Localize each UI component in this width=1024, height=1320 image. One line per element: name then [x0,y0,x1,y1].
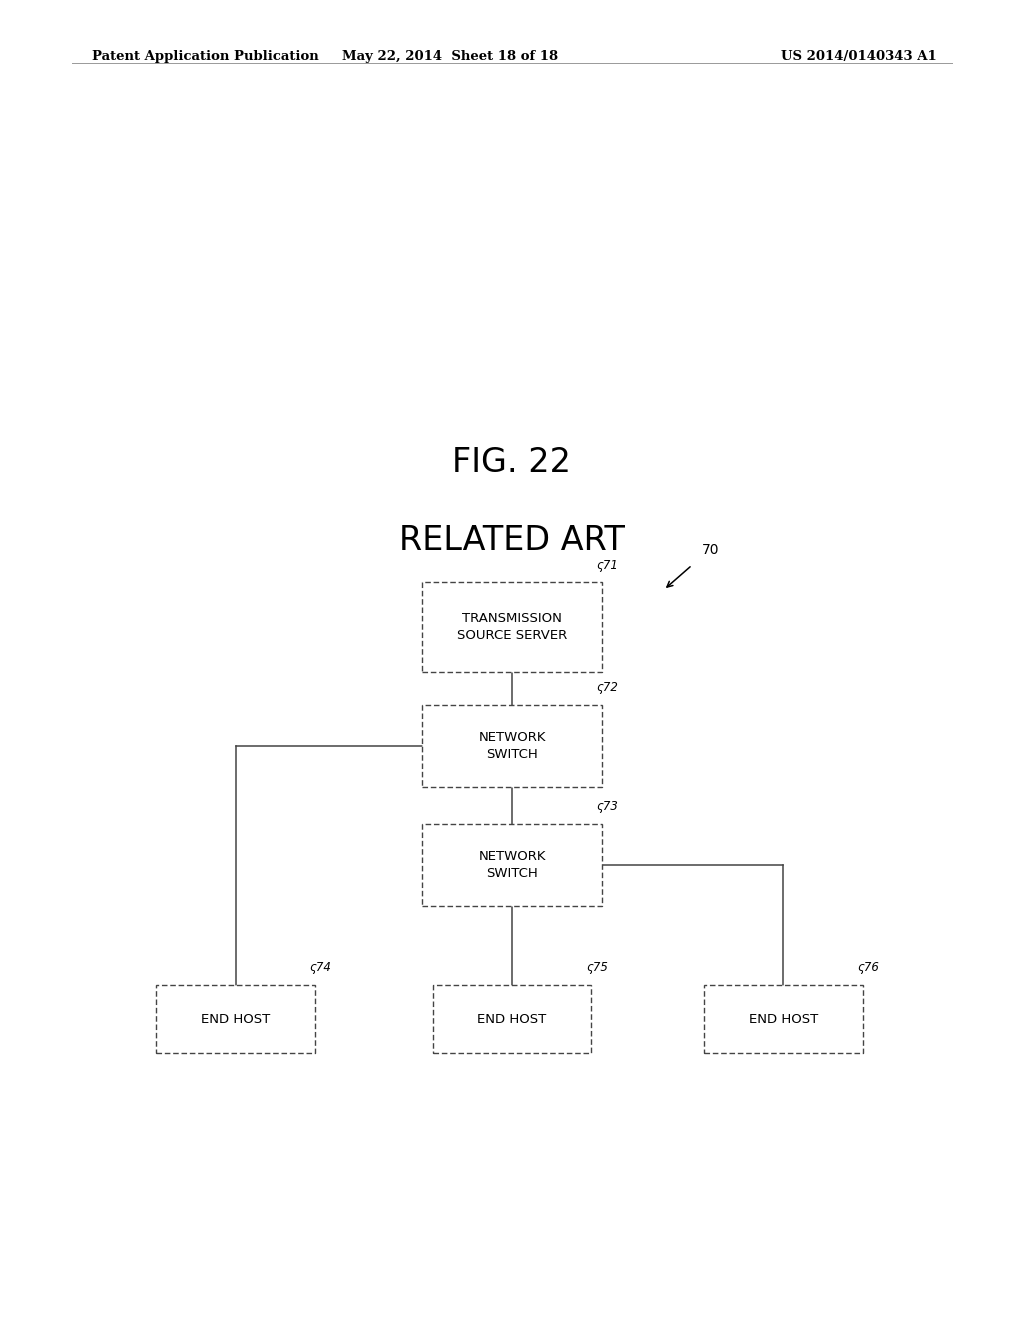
FancyBboxPatch shape [422,582,601,672]
Text: ς72: ς72 [596,681,618,694]
Text: ς73: ς73 [596,800,618,813]
Text: May 22, 2014  Sheet 18 of 18: May 22, 2014 Sheet 18 of 18 [342,50,559,63]
Text: ς76: ς76 [858,961,880,974]
Text: RELATED ART: RELATED ART [399,524,625,557]
Text: ς74: ς74 [309,961,332,974]
Text: END HOST: END HOST [749,1012,818,1026]
Text: 70: 70 [701,543,719,557]
Text: NETWORK
SWITCH: NETWORK SWITCH [478,731,546,760]
Text: ς75: ς75 [586,961,608,974]
FancyBboxPatch shape [157,985,315,1053]
FancyBboxPatch shape [432,985,592,1053]
Text: ς71: ς71 [596,558,618,572]
Text: END HOST: END HOST [477,1012,547,1026]
Text: NETWORK
SWITCH: NETWORK SWITCH [478,850,546,879]
Text: FIG. 22: FIG. 22 [453,446,571,479]
Text: US 2014/0140343 A1: US 2014/0140343 A1 [781,50,937,63]
FancyBboxPatch shape [705,985,862,1053]
Text: END HOST: END HOST [201,1012,270,1026]
FancyBboxPatch shape [422,824,601,906]
Text: Patent Application Publication: Patent Application Publication [92,50,318,63]
Text: TRANSMISSION
SOURCE SERVER: TRANSMISSION SOURCE SERVER [457,612,567,642]
FancyBboxPatch shape [422,705,601,787]
